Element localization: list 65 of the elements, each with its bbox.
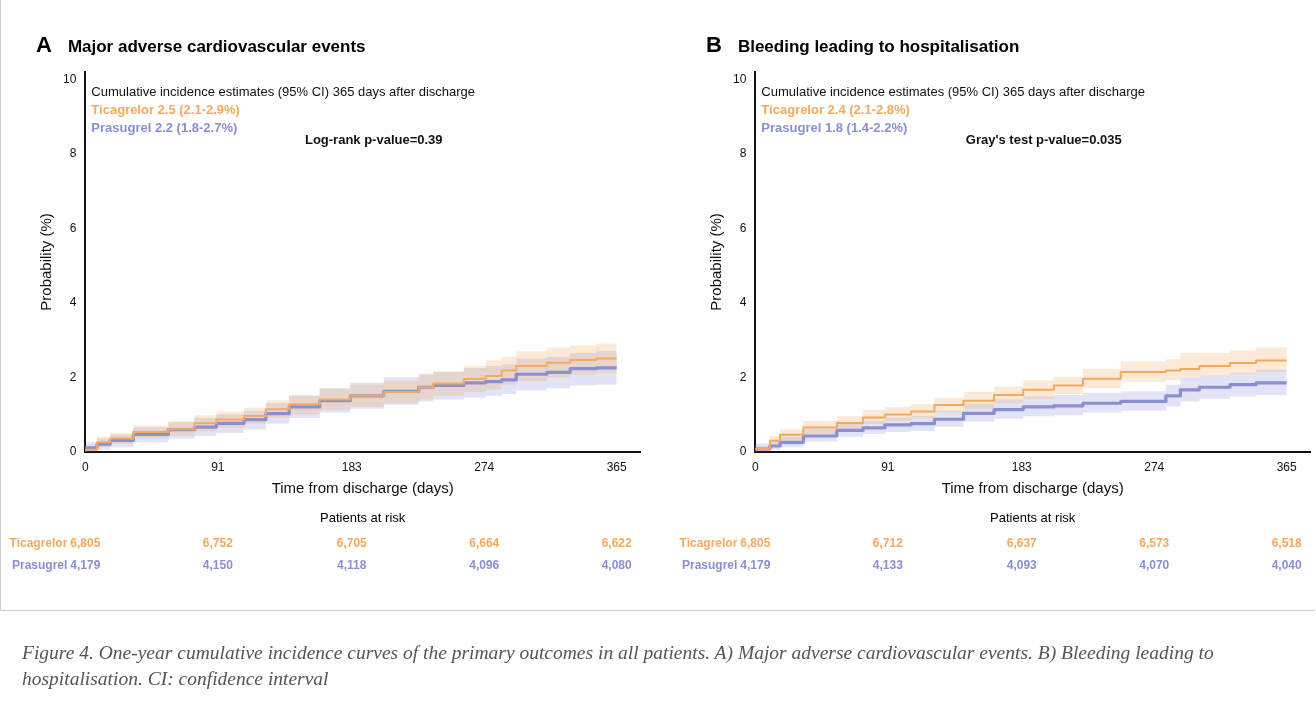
annotation: Log-rank p-value=0.39 bbox=[304, 131, 443, 147]
x-tick-label: 0 bbox=[752, 460, 759, 475]
y-tick-label: 0 bbox=[739, 443, 747, 458]
text: 6,712 bbox=[872, 536, 903, 550]
annotation: Gray's test p-value=0.035 bbox=[965, 131, 1122, 147]
text: 4,179 bbox=[740, 558, 771, 572]
y-tick-label: 8 bbox=[739, 146, 747, 161]
text: 6,573 bbox=[1139, 536, 1170, 550]
text: Prasugrel bbox=[682, 558, 738, 572]
y-tick-label: 0 bbox=[69, 443, 77, 458]
text: Prasugrel bbox=[12, 558, 68, 572]
x-axis-title: Time from discharge (days) bbox=[271, 479, 454, 497]
text: 6,705 bbox=[336, 536, 367, 550]
text: 4,080 bbox=[601, 558, 632, 572]
x-tick-label: 0 bbox=[82, 460, 89, 475]
annotation: Cumulative incidence estimates (95% CI) 365 days after discharge bbox=[91, 83, 476, 99]
text: 4,118 bbox=[337, 558, 367, 572]
text: B bbox=[706, 32, 722, 57]
y-axis-title: Probability (%) bbox=[37, 213, 55, 311]
x-tick-label: 183 bbox=[341, 460, 363, 475]
text: 6,805 bbox=[70, 536, 101, 550]
text: 4,150 bbox=[202, 558, 233, 572]
annotation: Cumulative incidence estimates (95% CI) 365 days after discharge bbox=[761, 83, 1146, 99]
text: 6,518 bbox=[1271, 536, 1302, 550]
x-tick-label: 183 bbox=[1011, 460, 1033, 475]
y-tick-label: 2 bbox=[739, 369, 747, 384]
x-axis-title: Time from discharge (days) bbox=[941, 479, 1124, 497]
y-tick-label: 4 bbox=[69, 295, 77, 310]
y-axis-title: Probability (%) bbox=[707, 213, 725, 311]
x-tick-label: 274 bbox=[474, 460, 495, 475]
annotation: Prasugrel 2.2 (1.8-2.7%) bbox=[91, 119, 238, 135]
annotation: Ticagrelor 2.4 (2.1-2.8%) bbox=[761, 101, 910, 117]
chart-title: Major adverse cardiovascular events bbox=[67, 37, 366, 56]
y-tick-label: 2 bbox=[69, 369, 77, 384]
chart-title: Bleeding leading to hospitalisation bbox=[737, 37, 1020, 56]
text: 4,096 bbox=[469, 558, 500, 572]
y-tick-label: 4 bbox=[739, 295, 747, 310]
text: 4,179 bbox=[70, 558, 101, 572]
text: 6,622 bbox=[601, 536, 632, 550]
x-tick-label: 365 bbox=[1276, 460, 1298, 475]
text: A bbox=[36, 32, 52, 57]
x-tick-label: 274 bbox=[1144, 460, 1165, 475]
annotation: Prasugrel 1.8 (1.4-2.2%) bbox=[761, 119, 908, 135]
x-tick-label: 365 bbox=[606, 460, 628, 475]
text: Patients at risk bbox=[320, 510, 406, 525]
text: Patients at risk bbox=[990, 510, 1076, 525]
text: 6,805 bbox=[740, 536, 771, 550]
x-tick-label: 91 bbox=[211, 460, 225, 475]
text: 4,040 bbox=[1271, 558, 1302, 572]
text: 4,133 bbox=[872, 558, 903, 572]
y-tick-label: 6 bbox=[69, 220, 77, 235]
x-tick-label: 91 bbox=[881, 460, 895, 475]
text: 6,637 bbox=[1006, 536, 1037, 550]
text: Ticagrelor bbox=[679, 536, 738, 550]
caption: Figure 4. One-year cumulative incidence curves of the primary outcomes in all patients. A) Major adverse cardiovascular events. B) Bleeding leading to hospitalisation. CI: confidence interval bbox=[22, 641, 1215, 692]
y-tick-label: 10 bbox=[62, 71, 77, 86]
text: 6,664 bbox=[469, 536, 500, 550]
text: Ticagrelor bbox=[9, 536, 68, 550]
text: 4,070 bbox=[1139, 558, 1170, 572]
text: 4,093 bbox=[1006, 558, 1037, 572]
y-tick-label: 10 bbox=[732, 71, 747, 86]
y-tick-label: 6 bbox=[739, 220, 747, 235]
text: 6,752 bbox=[202, 536, 233, 550]
y-tick-label: 8 bbox=[69, 146, 77, 161]
annotation: Ticagrelor 2.5 (2.1-2.9%) bbox=[91, 101, 240, 117]
